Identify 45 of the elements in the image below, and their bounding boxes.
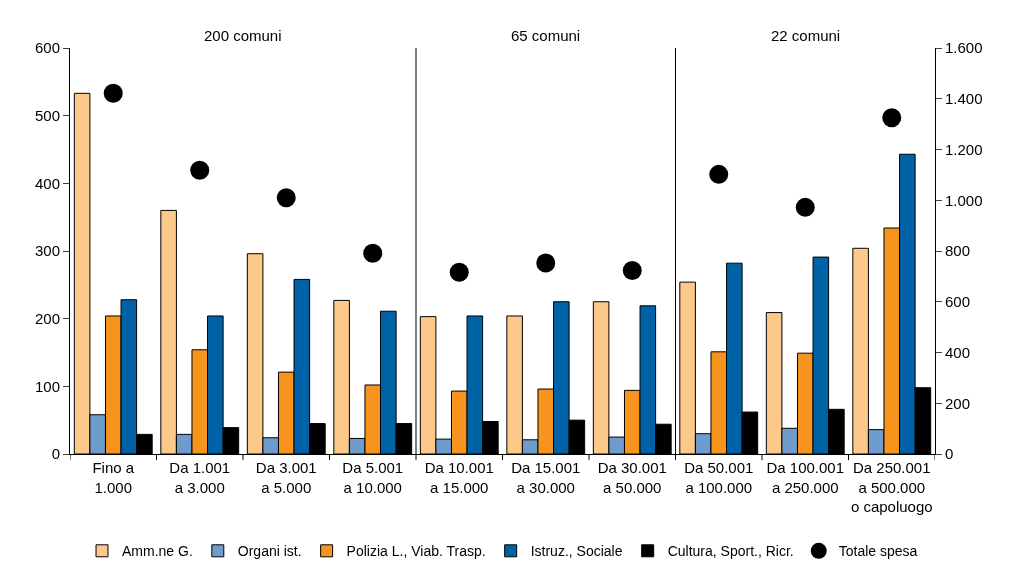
legend-label: Totale spesa	[838, 543, 918, 560]
x-tick-label: Fino a 1.000	[92, 459, 135, 496]
x-tick-label: Da 100.001 a 250.000	[766, 459, 845, 496]
y-tick-label: 300	[34, 242, 60, 260]
y2-tick-label: 1.400	[945, 90, 983, 107]
legend-label: Istruz., Sociale	[530, 543, 623, 560]
x-tick-label: Da 5.001 a 10.000	[342, 459, 404, 496]
y2-tick-label: 1.600	[945, 39, 983, 57]
x-tick-label: Da 250.001 a 500.000 o capoluogo	[850, 459, 933, 515]
y-tick-label: 600	[34, 39, 60, 57]
y2-tick-label: 200	[945, 394, 971, 412]
x-tick-label: Da 15.001 a 30.000	[511, 459, 581, 496]
y-tick-label: 200	[34, 309, 60, 327]
point	[190, 160, 210, 180]
point	[709, 164, 729, 184]
x-tick-label: Da 10.001 a 15.000	[424, 459, 494, 496]
y-tick-label: 500	[34, 106, 60, 124]
text: 200 comuni	[204, 27, 282, 44]
y2-tick-label: 1.200	[945, 140, 983, 158]
x-tick-label: Da 50.001 a 100.000	[684, 459, 754, 496]
y2-tick-label: 0	[945, 445, 954, 463]
x-tick-label: Da 1.001 a 3.000	[169, 459, 231, 496]
legend-label: Cultura, Sport., Ricr.	[667, 543, 794, 560]
y2-tick-label: 600	[945, 293, 971, 310]
point	[363, 243, 383, 263]
y-tick-label: 100	[34, 377, 60, 395]
point	[449, 262, 469, 282]
x-tick-label: Da 30.001 a 50.000	[597, 459, 667, 496]
point	[103, 83, 123, 103]
legend-label: Amm.ne G.	[122, 543, 193, 560]
legend-label: Polizia L., Viab. Trasp.	[346, 543, 486, 560]
x-tick-label: Da 3.001 a 5.000	[255, 459, 317, 496]
y2-tick-label: 1.000	[945, 191, 983, 209]
point	[795, 197, 815, 217]
y-tick-label: 0	[51, 445, 60, 463]
y-tick-label: 400	[34, 174, 60, 192]
y2-tick-label: 800	[945, 242, 971, 260]
y2-tick-label: 400	[945, 343, 971, 361]
point	[882, 108, 902, 128]
point	[622, 261, 642, 281]
legend-label: Organi ist.	[237, 543, 302, 560]
text: 22 comuni	[771, 27, 841, 44]
point	[536, 253, 556, 273]
point	[276, 188, 296, 208]
text: 65 comuni	[511, 27, 581, 44]
